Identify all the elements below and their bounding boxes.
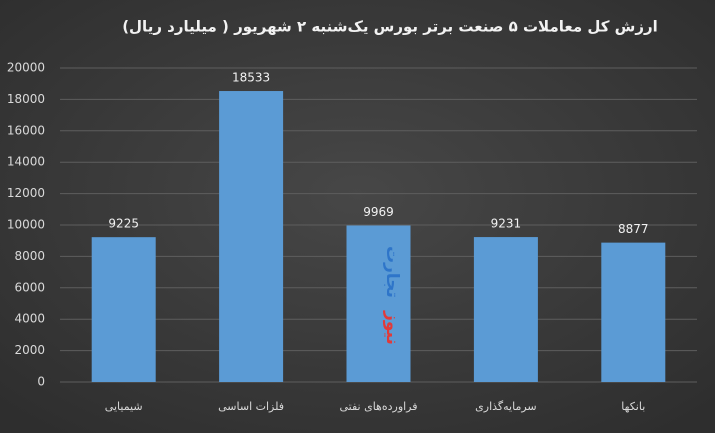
x-tick-label: فراورده‌های نفتی [339,400,417,413]
y-tick-label: 10000 [7,218,45,232]
y-tick-label: 4000 [14,312,45,326]
bar [601,242,666,382]
bar [473,237,538,382]
watermark: نیوز [382,310,402,345]
y-tick-label: 6000 [14,280,45,294]
y-tick-label: 20000 [7,61,45,75]
bar [346,225,411,382]
x-tick-label: بانکها [621,400,645,413]
value-label: 9231 [491,217,522,231]
y-tick-label: 18000 [7,92,45,106]
value-label: 18533 [232,71,270,85]
value-label: 9225 [108,217,139,231]
y-tick-label: 12000 [7,186,45,200]
chart-title: ارزش کل معاملات ۵ صنعت برتر بورس یک‌شنبه… [122,18,658,36]
value-label: 8877 [618,222,649,236]
y-tick-label: 2000 [14,343,45,357]
x-tick-label: شیمیایی [105,400,143,413]
y-tick-label: 8000 [14,249,45,263]
bar [91,237,156,382]
x-tick-label: سرمایه‌گذاری [475,400,536,413]
bar [219,91,284,383]
y-tick-label: 16000 [7,123,45,137]
y-tick-label: 14000 [7,155,45,169]
value-label: 9969 [363,205,394,219]
x-tick-label: فلزات اساسی [218,400,284,413]
y-tick-label: 0 [37,375,45,389]
watermark: تجارت [382,246,402,298]
